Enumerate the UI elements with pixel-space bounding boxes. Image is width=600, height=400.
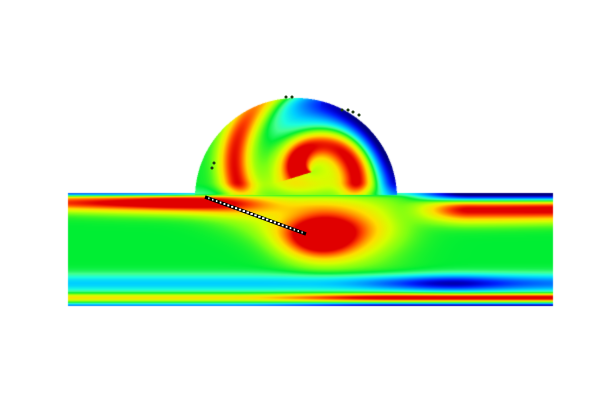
contour-field-canvas <box>0 0 600 400</box>
cfd-figure <box>0 0 600 400</box>
